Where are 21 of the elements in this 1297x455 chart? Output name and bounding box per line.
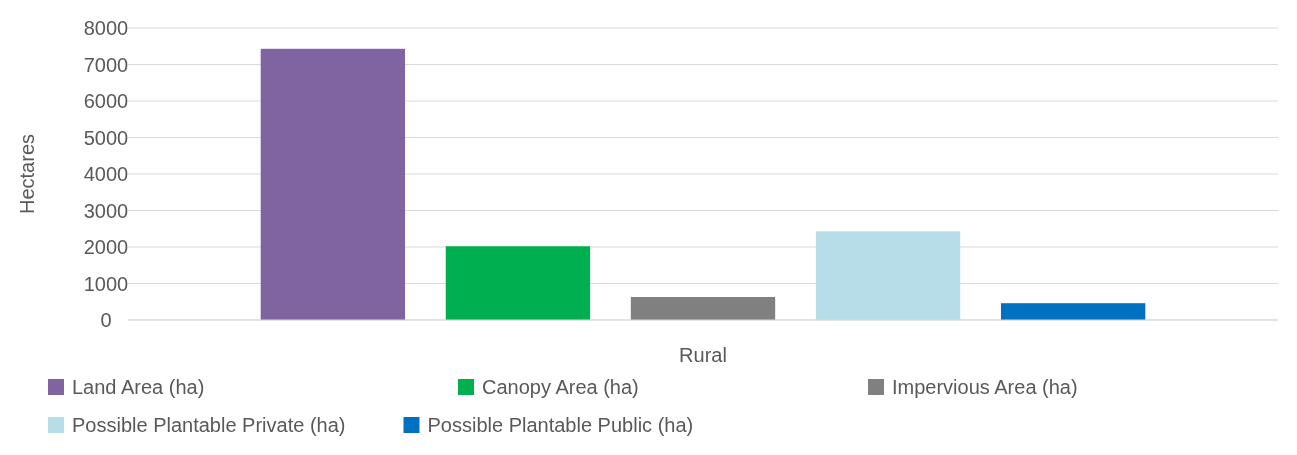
- y-axis-title: Hectares: [16, 133, 38, 215]
- bar: [1000, 303, 1146, 320]
- bar: [260, 48, 406, 320]
- x-tick-label: Rural: [679, 344, 727, 366]
- y-tick-label: 0: [100, 309, 112, 331]
- legend-label: Impervious Area (ha): [892, 376, 1078, 398]
- y-tick-label: 4000: [83, 163, 129, 185]
- legend-label: Possible Plantable Public (ha): [427, 414, 694, 436]
- y-tick-label: 8000: [83, 17, 129, 39]
- bar: [630, 297, 776, 320]
- y-tick-label: 1000: [83, 272, 129, 295]
- legend-label: Canopy Area (ha): [482, 376, 639, 398]
- y-tick-label: 2000: [83, 236, 129, 258]
- bar: [445, 246, 591, 320]
- legend-label: Land Area (ha): [72, 376, 205, 398]
- legend-label: Possible Plantable Private (ha): [72, 414, 346, 436]
- bar: [815, 231, 961, 320]
- y-tick-label: 7000: [83, 53, 129, 76]
- y-tick-label: 3000: [83, 199, 129, 222]
- y-tick-label: 5000: [83, 126, 129, 149]
- y-tick-label: 6000: [83, 90, 129, 112]
